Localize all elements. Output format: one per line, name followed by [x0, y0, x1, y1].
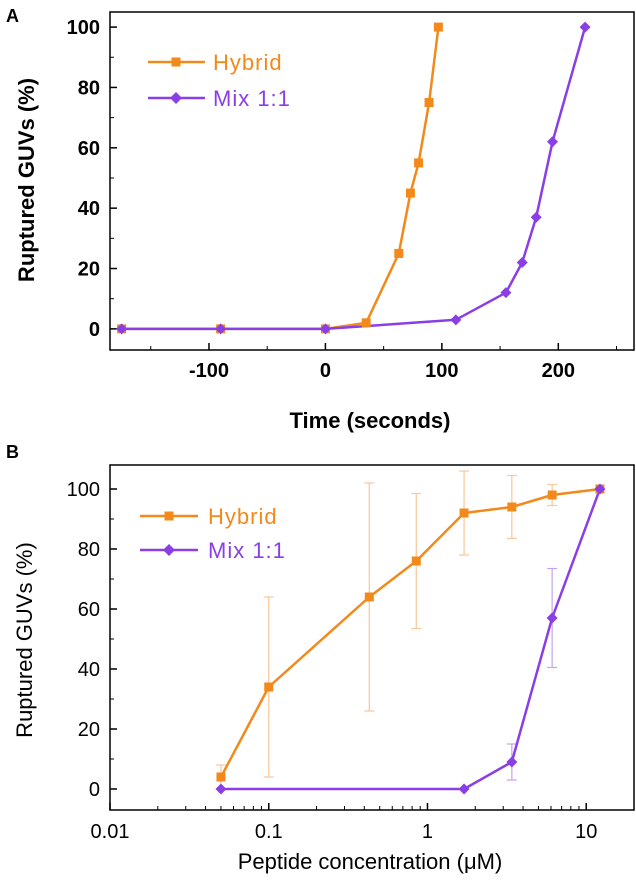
mix-1-1-data-point — [319, 323, 331, 335]
y-tick-label: 20 — [78, 719, 100, 741]
panel-b-legend: Hybrid Mix 1:1 — [140, 504, 286, 563]
x-tick-label: 200 — [542, 360, 575, 382]
hybrid-data-point — [405, 188, 415, 198]
panel-a-ticks: -100 0 100 200 0 20 40 60 80 100 — [67, 17, 618, 382]
mix-1-1-data-point — [500, 287, 512, 299]
mix-1-1-series-line — [121, 26, 587, 331]
y-tick-label: 0 — [89, 319, 100, 341]
hybrid-data-point — [264, 682, 274, 692]
y-tick-label: 80 — [78, 539, 100, 561]
hybrid-data-point — [414, 158, 424, 168]
hybrid-data-point — [216, 772, 226, 782]
panel-a-markers — [116, 21, 591, 335]
panel-b-markers — [215, 483, 606, 795]
mix-1-1-data-point — [579, 21, 591, 33]
hybrid-data-point — [459, 508, 469, 518]
legend-hybrid-label: Hybrid — [208, 504, 278, 529]
mix-1-1-data-point — [116, 323, 128, 335]
hybrid-series-line — [219, 487, 601, 778]
legend-mix-marker — [170, 92, 182, 104]
mix-1-1-data-point — [546, 612, 558, 624]
mix-1-1-data-point — [516, 256, 528, 268]
hybrid-data-point — [507, 502, 517, 512]
x-tick-label: -100 — [189, 360, 229, 382]
y-tick-label: 80 — [78, 77, 100, 99]
y-tick-label: 100 — [67, 479, 100, 501]
x-tick-label: 0.1 — [255, 821, 283, 843]
y-tick-label: 60 — [78, 138, 100, 160]
legend-hybrid-label: Hybrid — [213, 50, 283, 75]
y-tick-label: 40 — [78, 198, 100, 220]
mix-1-1-data-point — [506, 756, 518, 768]
legend-hybrid-marker — [171, 57, 181, 67]
x-tick-label: 0 — [320, 360, 331, 382]
hybrid-data-point — [394, 248, 404, 258]
x-tick-label: 10 — [575, 821, 597, 843]
hybrid-data-point — [433, 22, 443, 32]
panel-b-x-axis-title: Peptide concentration (μM) — [238, 849, 503, 874]
mix-1-1-data-point — [594, 483, 606, 495]
mix-1-1-data-point — [458, 783, 470, 795]
panel-a-legend: Hybrid Mix 1:1 — [148, 50, 291, 111]
mix-1-1-data-point — [215, 783, 227, 795]
hybrid-data-point — [411, 556, 421, 566]
mix-1-1-series-line — [221, 488, 602, 791]
mix-1-1-data-point — [450, 314, 462, 326]
x-tick-label: 1 — [422, 821, 433, 843]
panel-a-plot-frame — [109, 11, 635, 351]
y-tick-label: 0 — [89, 779, 100, 801]
y-tick-label: 100 — [67, 17, 100, 39]
mix-1-1-data-point — [530, 211, 542, 223]
x-tick-label: 100 — [425, 360, 458, 382]
mix-1-1-data-point — [215, 323, 227, 335]
panel-b-y-axis-title: Ruptured GUVs (%) — [12, 542, 37, 738]
hybrid-data-point — [547, 490, 557, 500]
mix-1-1-data-point — [546, 136, 558, 148]
hybrid-data-point — [424, 98, 434, 108]
panel-a-label: A — [6, 6, 19, 26]
hybrid-data-point — [364, 592, 374, 602]
hybrid-data-point — [361, 318, 371, 328]
x-tick-label: 0.01 — [91, 821, 130, 843]
panel-b-series-lines — [219, 487, 602, 791]
legend-hybrid-marker — [164, 511, 174, 521]
y-tick-label: 60 — [78, 599, 100, 621]
legend-mix-marker — [163, 544, 175, 556]
panel-a-series-lines — [121, 26, 587, 331]
legend-mix-label: Mix 1:1 — [213, 86, 291, 111]
y-tick-label: 20 — [78, 259, 100, 281]
legend-mix-label: Mix 1:1 — [208, 538, 286, 563]
y-tick-label: 40 — [78, 659, 100, 681]
panel-a: A -100 0 100 200 0 20 40 60 80 100 Hybrid Mix 1:1… — [6, 6, 635, 433]
panel-b-label: B — [6, 442, 19, 462]
panel-b-plot-frame — [109, 464, 635, 811]
panel-a-y-axis-title: Ruptured GUVs (%) — [14, 78, 39, 282]
panel-a-x-axis-title: Time (seconds) — [290, 408, 451, 433]
